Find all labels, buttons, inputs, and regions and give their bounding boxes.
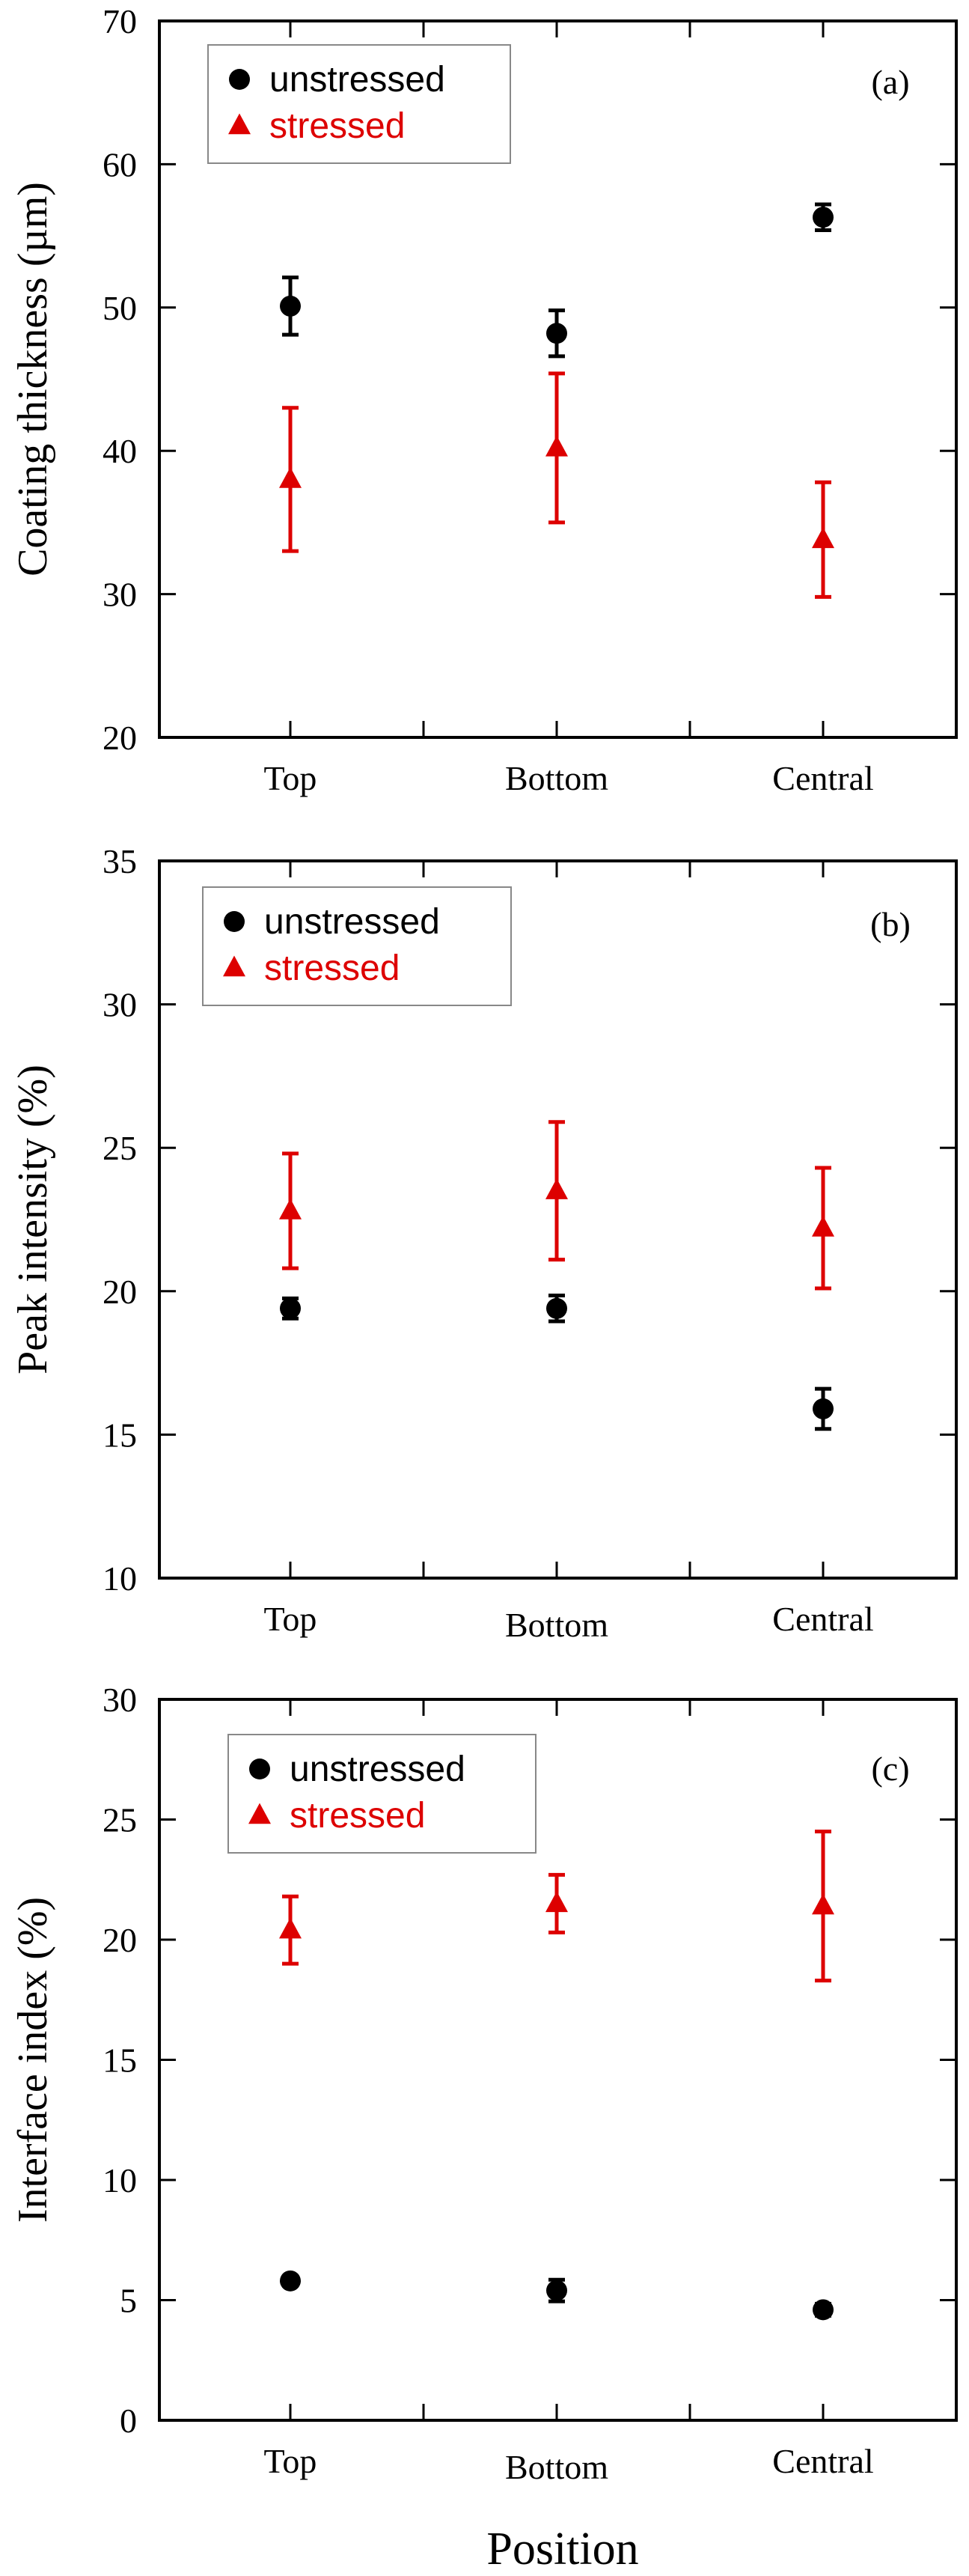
panel-label: (b) (870, 905, 911, 943)
x-tick-label: Central (772, 2442, 873, 2480)
data-point-unstressed (813, 1398, 834, 1419)
y-tick-label: 5 (120, 2282, 137, 2320)
y-axis-title: Peak intensity (%) (10, 1065, 56, 1374)
data-point-unstressed (280, 1297, 301, 1319)
y-tick-label: 20 (103, 719, 137, 757)
data-point-stressed (279, 1917, 302, 1939)
x-tick-label: Bottom (505, 1606, 608, 1644)
legend: unstressed stressed (202, 886, 512, 1006)
y-tick-label: 10 (103, 2161, 137, 2199)
chart-panel-c: 0 5 10 15 20 25 30 Top Bottom Central Interface in… (10, 1681, 958, 2486)
legend-box (227, 1734, 537, 1854)
data-point-stressed (545, 1891, 568, 1913)
legend-label-stressed: stressed (290, 1796, 425, 1836)
y-tick-label: 40 (103, 432, 137, 470)
x-axis-title: Position (486, 2524, 638, 2575)
legend-marker-stressed (228, 113, 251, 135)
y-tick-label: 30 (103, 576, 137, 614)
y-tick-label: 60 (103, 145, 137, 183)
data-point-stressed (812, 527, 834, 549)
x-tick-label: Top (264, 1600, 317, 1638)
legend-label-unstressed: unstressed (290, 1750, 465, 1789)
chart-panel-b: 10 15 20 25 30 35 Top Bottom Central Peak intensi… (10, 842, 958, 1644)
data-point-unstressed (546, 323, 567, 344)
legend-label-stressed: stressed (264, 949, 400, 988)
y-tick-label: 50 (103, 289, 137, 327)
legend-marker-unstressed (249, 1759, 270, 1779)
y-tick-label: 25 (103, 1801, 137, 1839)
y-tick-label: 15 (103, 2041, 137, 2080)
data-point-stressed (812, 1215, 834, 1237)
data-point-unstressed (813, 207, 834, 228)
data-point-stressed (279, 466, 302, 488)
legend-box (207, 44, 511, 164)
data-point-stressed (545, 1178, 568, 1199)
y-axis-title: Coating thickness (µm) (10, 182, 56, 576)
data-point-unstressed (546, 2280, 567, 2301)
x-tick-label: Bottom (505, 2448, 608, 2486)
y-tick-label: 20 (103, 1921, 137, 1959)
y-tick-label: 30 (103, 1681, 137, 1719)
y-tick-label: 0 (120, 2402, 137, 2440)
y-tick-label: 20 (103, 1273, 137, 1311)
y-tick-label: 35 (103, 842, 137, 880)
legend-label-unstressed: unstressed (264, 902, 440, 942)
data-point-stressed (279, 1199, 302, 1220)
y-tick-label: 25 (103, 1129, 137, 1167)
legend-marker-unstressed (229, 69, 250, 90)
legend: unstressed stressed (207, 44, 511, 164)
legend-box (202, 886, 512, 1006)
legend-marker-stressed (248, 1803, 271, 1824)
data-point-unstressed (280, 2270, 301, 2292)
legend-marker-unstressed (224, 911, 245, 932)
legend-label-unstressed: unstressed (269, 60, 445, 100)
x-tick-label: Bottom (505, 759, 608, 797)
panel-label: (c) (871, 1750, 909, 1788)
y-tick-label: 10 (103, 1559, 137, 1598)
legend: unstressed stressed (227, 1734, 537, 1854)
x-tick-label: Central (772, 1600, 873, 1638)
data-point-stressed (545, 435, 568, 457)
data-point-stressed (812, 1893, 834, 1915)
data-point-unstressed (813, 2299, 834, 2321)
legend-marker-stressed (223, 955, 245, 977)
data-point-unstressed (546, 1297, 567, 1319)
y-tick-label: 15 (103, 1416, 137, 1454)
x-tick-label: Top (264, 759, 317, 797)
x-tick-label: Top (264, 2442, 317, 2480)
x-tick-label: Central (772, 759, 873, 797)
y-tick-label: 30 (103, 986, 137, 1024)
y-axis-title: Interface index (%) (10, 1897, 56, 2223)
chart-panel-a: 20 30 40 50 60 70 Top Bottom Central Coating thic… (10, 2, 958, 797)
panel-label: (a) (871, 63, 909, 101)
legend-label-stressed: stressed (269, 106, 405, 146)
data-point-unstressed (280, 295, 301, 317)
y-tick-label: 70 (103, 2, 137, 40)
